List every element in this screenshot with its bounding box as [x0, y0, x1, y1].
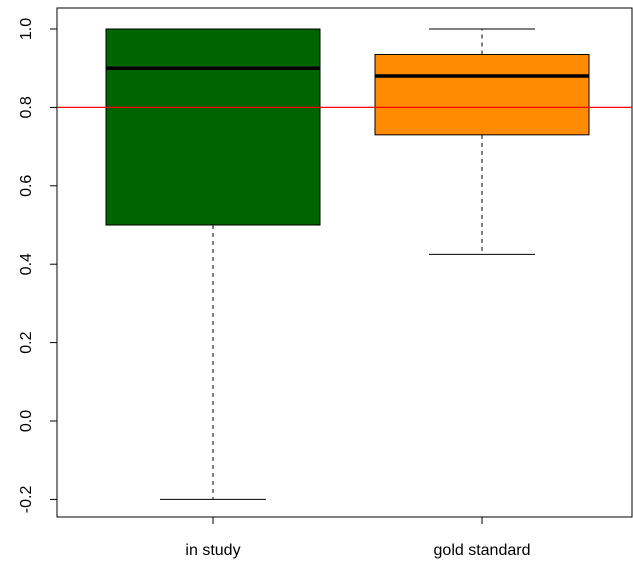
- y-tick-label: 0.6: [18, 175, 35, 197]
- y-tick-label: 1.0: [18, 18, 35, 40]
- box-body: [374, 53, 590, 136]
- y-tick-label: 0.2: [18, 331, 35, 353]
- y-tick-label: -0.2: [18, 486, 35, 514]
- plot-frame: [56, 7, 633, 518]
- y-tick-label: 0.0: [18, 410, 35, 432]
- y-tick-label: 0.4: [18, 253, 35, 275]
- box-body: [105, 28, 321, 226]
- x-tick-label: in study: [185, 542, 240, 559]
- x-tick-label: gold standard: [434, 542, 531, 559]
- y-tick-label: 0.8: [18, 96, 35, 118]
